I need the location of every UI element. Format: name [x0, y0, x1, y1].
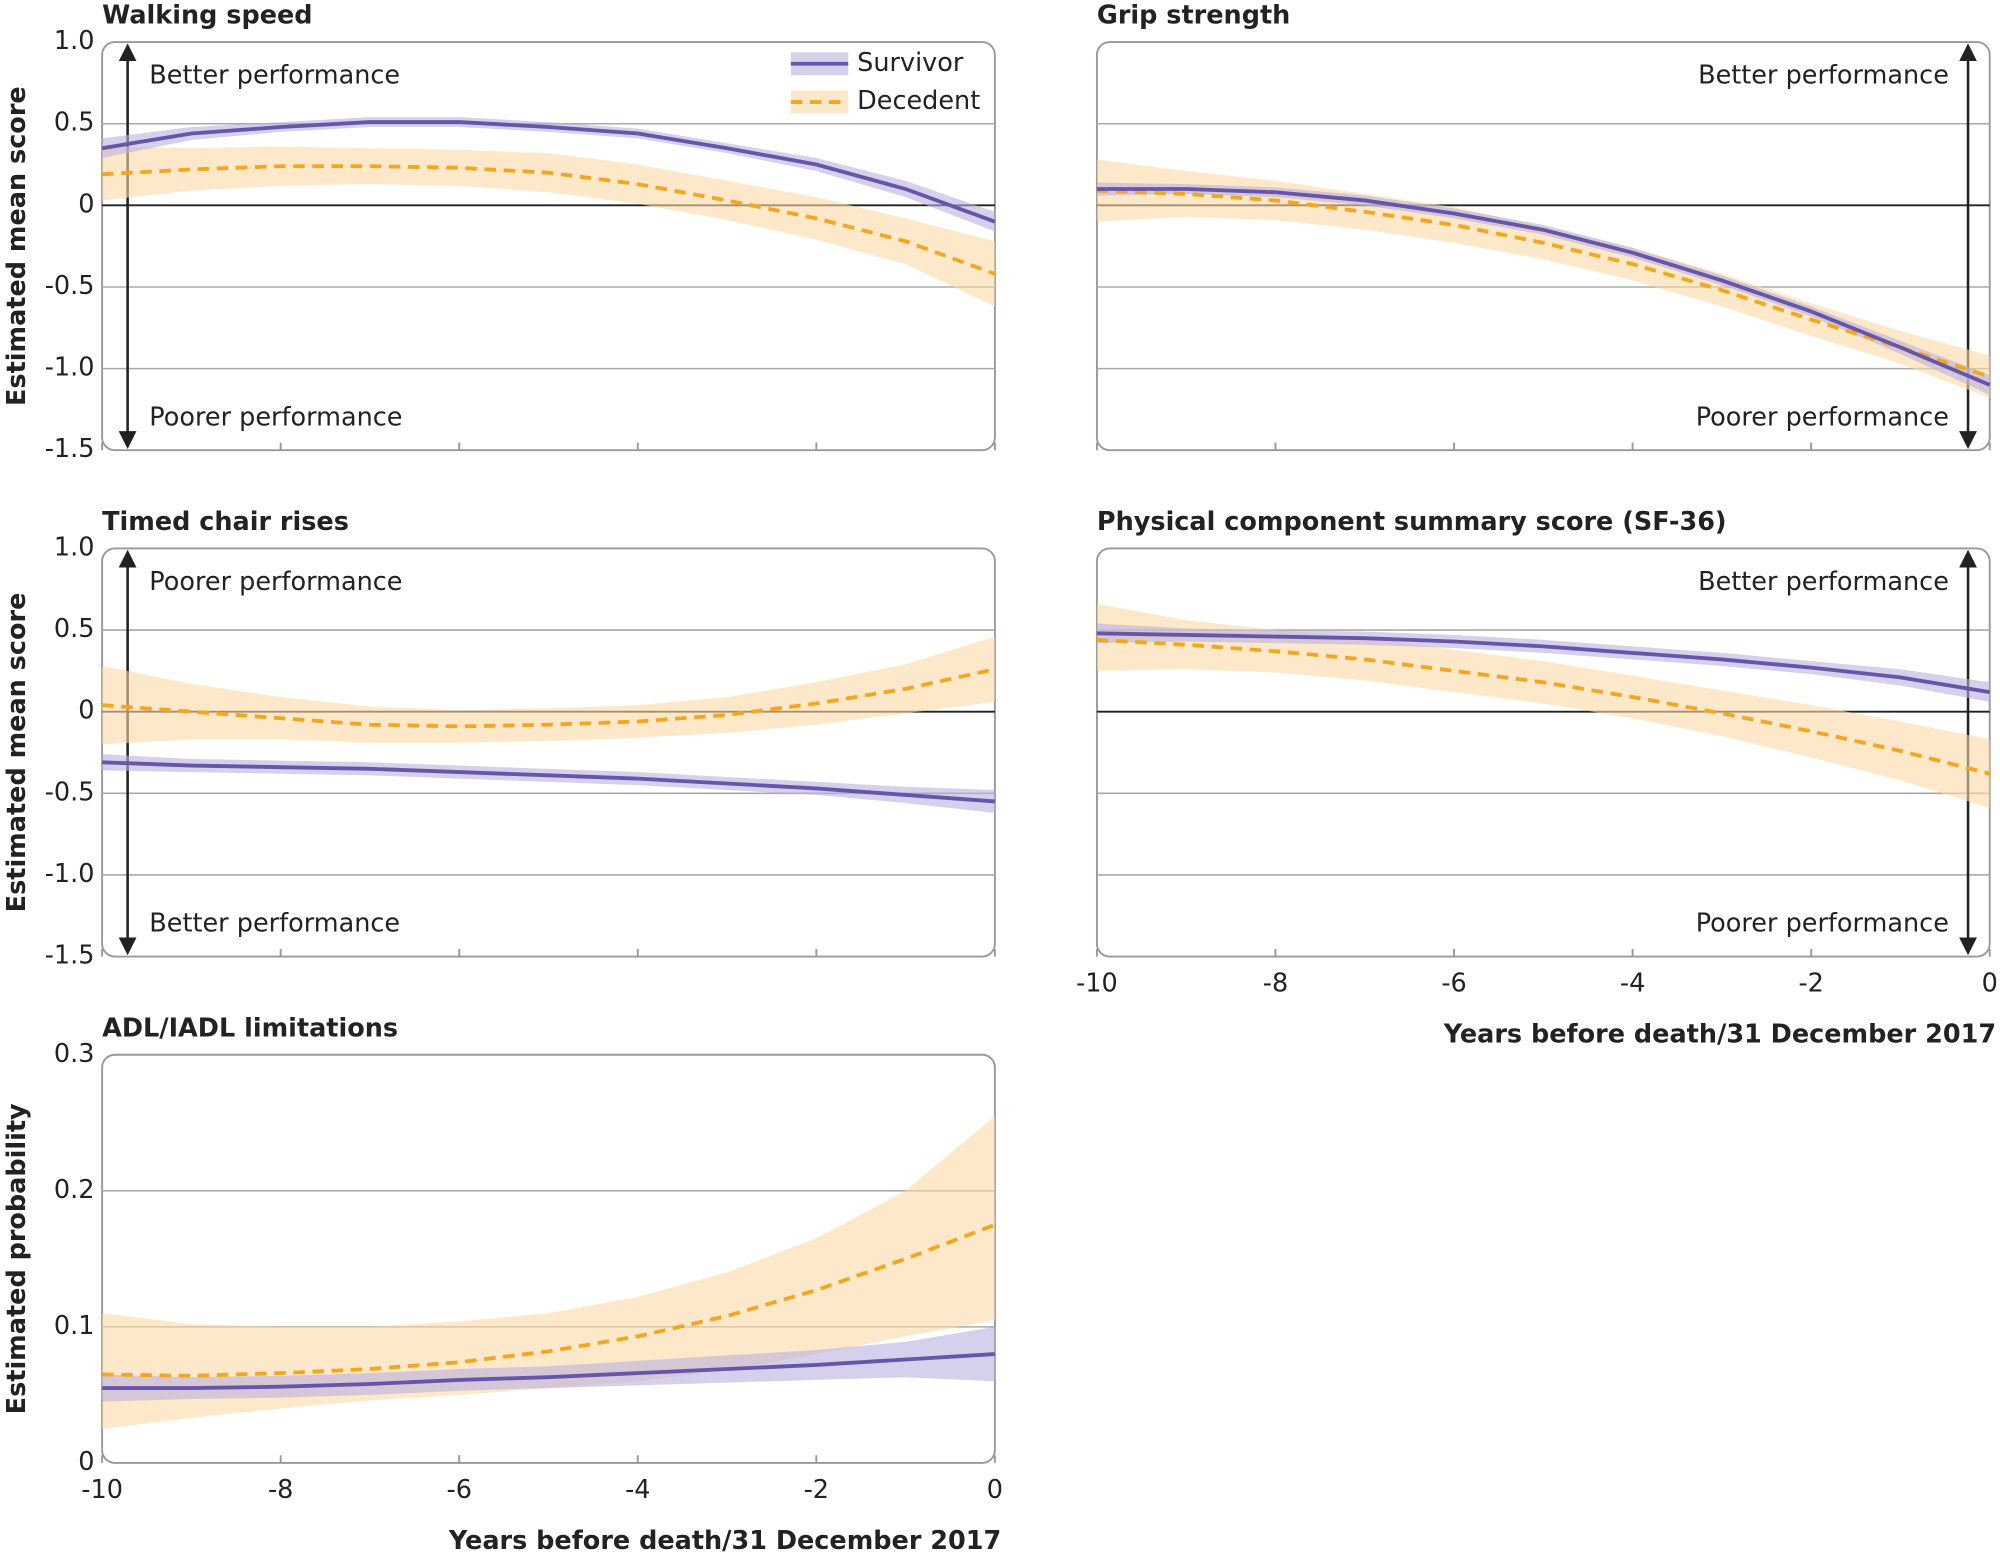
panel-title: Walking speed [102, 1, 312, 31]
panel: Physical component summary score (SF-36)… [1076, 507, 1998, 1050]
annotation: Better performance [149, 909, 400, 939]
confidence-band [1096, 159, 1990, 398]
x-tick-label: -4 [625, 1475, 650, 1505]
legend-label: Decedent [857, 86, 980, 116]
annotation: Poorer performance [149, 567, 402, 597]
y-axis-label: Estimated mean score [2, 86, 32, 406]
series-line [102, 1223, 996, 1378]
series-line [102, 164, 996, 276]
annotation: Poorer performance [1696, 909, 1949, 939]
x-tick-label: -6 [1441, 969, 1466, 999]
x-tick-label: -8 [268, 1475, 293, 1505]
x-tick-label: -6 [447, 1475, 472, 1505]
y-tick-label: 0.5 [54, 614, 95, 644]
x-tick-label: -8 [1263, 969, 1288, 999]
confidence-band [1096, 182, 1990, 395]
x-tick-label: -4 [1620, 969, 1645, 999]
y-tick-label: 0.5 [54, 108, 95, 138]
annotation: Better performance [1698, 567, 1949, 597]
confidence-band [102, 117, 995, 232]
y-tick-label: -1.5 [45, 941, 95, 971]
annotation: Better performance [149, 61, 400, 91]
y-tick-label: 1.0 [54, 26, 95, 56]
plot-frame [101, 547, 996, 958]
annotation: Better performance [1698, 61, 1949, 91]
y-tick-label: 0.2 [54, 1175, 95, 1205]
x-tick-label: -2 [1798, 969, 1823, 999]
y-tick-label: 0 [78, 1447, 94, 1477]
x-tick-label: -10 [81, 1475, 123, 1505]
y-tick-label: 0.1 [54, 1311, 95, 1341]
series-line [102, 760, 996, 804]
confidence-band [102, 636, 995, 745]
confidence-band [102, 754, 995, 813]
y-tick-label: 0.3 [54, 1039, 95, 1069]
confidence-band [1096, 603, 1990, 808]
x-tick-label: 0 [1982, 969, 1998, 999]
panel-title: Timed chair rises [102, 507, 349, 537]
panel-title: ADL/IADL limitations [102, 1013, 398, 1043]
confidence-band [102, 1115, 995, 1429]
series-line [1096, 637, 1991, 776]
annotation: Poorer performance [149, 402, 402, 432]
legend-label: Survivor [857, 48, 964, 78]
plot-frame [1095, 41, 1991, 452]
y-tick-label: 1.0 [54, 532, 95, 562]
y-tick-label: -0.5 [45, 777, 95, 807]
panel: Grip strength Better performance Poorer pe… [1095, 1, 1991, 452]
x-axis-label: Years before death/31 December 2017 [1443, 1020, 1996, 1050]
series-line [1096, 188, 1991, 379]
x-tick-label: -10 [1076, 969, 1118, 999]
series-line [1096, 187, 1991, 387]
x-tick-label: 0 [987, 1475, 1003, 1505]
series-line [101, 667, 996, 729]
series-line [101, 120, 996, 224]
series-line [102, 1352, 996, 1390]
annotation: Poorer performance [1696, 402, 1949, 432]
y-tick-label: 0 [78, 696, 94, 726]
y-tick-label: 0 [78, 189, 94, 219]
y-axis-label: Estimated mean score [2, 593, 32, 913]
y-tick-label: -1.5 [45, 434, 95, 464]
confidence-band [102, 146, 995, 307]
confidence-band [1096, 623, 1990, 702]
panel-title: Physical component summary score (SF-36) [1097, 507, 1727, 537]
y-tick-label: -1.0 [45, 859, 95, 889]
x-axis-label: Years before death/31 December 2017 [448, 1526, 1001, 1556]
series-line [1096, 631, 1991, 694]
y-tick-label: -1.0 [45, 353, 95, 383]
y-axis-label: Estimated probability [2, 1103, 32, 1414]
x-tick-label: -2 [804, 1475, 829, 1505]
confidence-band [102, 1326, 995, 1402]
y-tick-label: -0.5 [45, 271, 95, 301]
panel-title: Grip strength [1097, 1, 1290, 31]
